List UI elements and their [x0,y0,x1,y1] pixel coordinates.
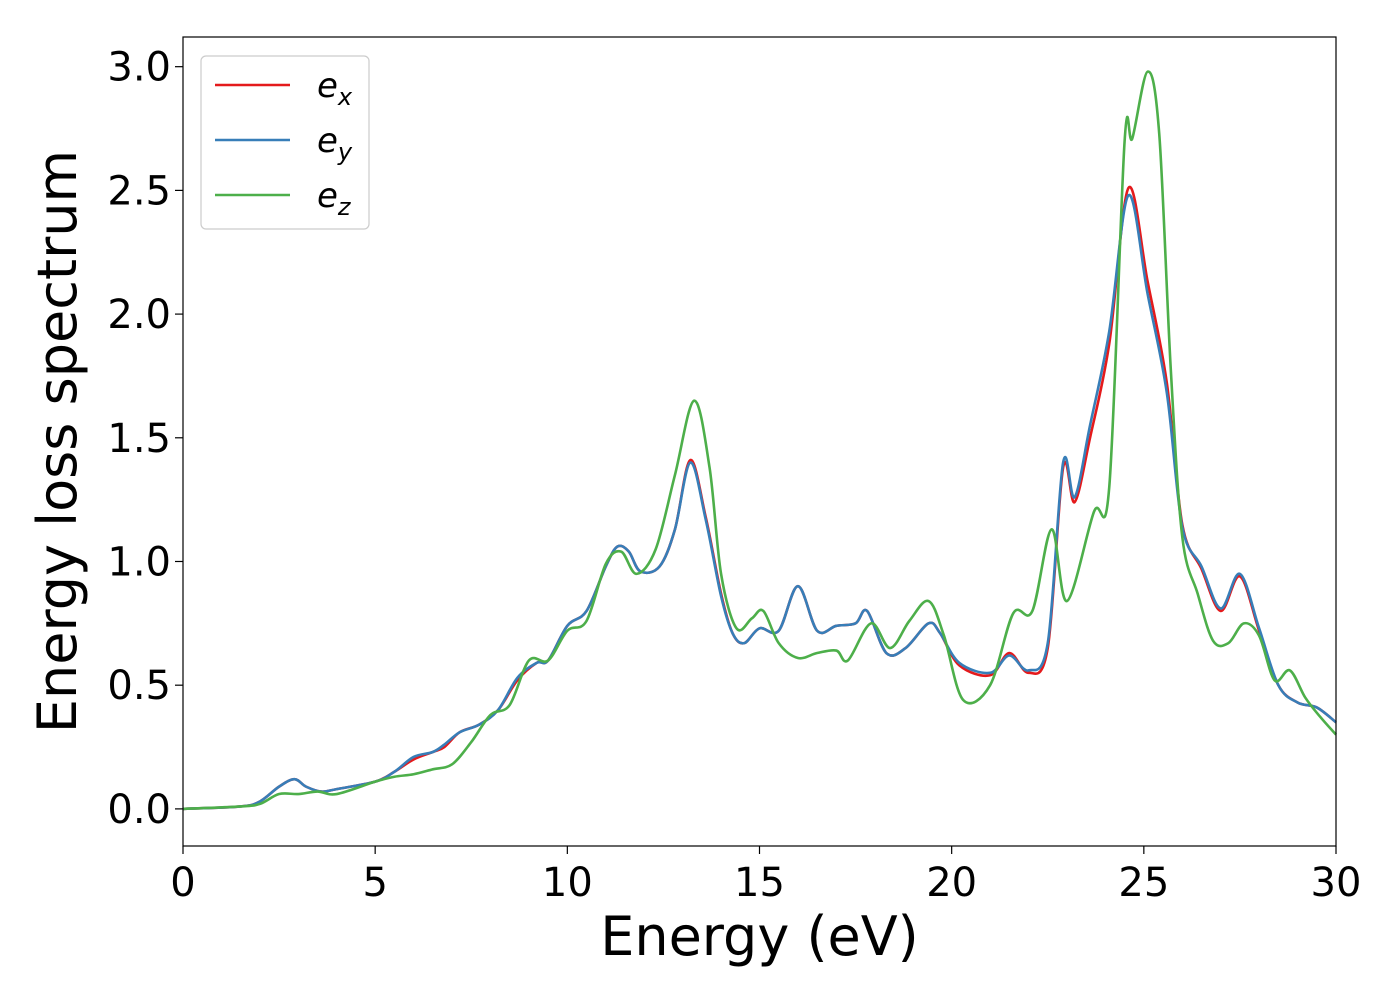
legend-label-x: ex [317,66,353,111]
series-line-e-x [182,185,1337,811]
legend-label-y: ey [317,121,353,166]
x-tick-label: 25 [1118,860,1169,906]
x-tick-label: 15 [734,860,785,906]
y-tick-label: 1.0 [107,539,171,585]
x-axis-ticks: 0 5 10 15 20 25 30 [170,846,1361,906]
x-tick-label: 10 [542,860,593,906]
y-axis-ticks: 0.0 0.5 1.0 1.5 2.0 2.5 3.0 [107,45,183,833]
x-tick-label: 30 [1311,860,1362,906]
x-tick-label: 20 [926,860,977,906]
x-tick-label: 5 [362,860,387,906]
y-tick-label: 2.0 [107,292,171,338]
y-tick-label: 3.0 [107,45,171,91]
legend-label-base: e [317,66,338,106]
y-tick-label: 2.5 [107,168,171,214]
series-line-e-z [182,70,1337,811]
legend-label-z: ez [317,176,352,221]
x-axis-label: Energy (eV) [600,905,919,968]
x-tick-label: 0 [170,860,195,906]
legend-label-base: e [317,176,338,216]
series-line-e-y [182,194,1337,811]
legend-label-subscript: x [337,83,353,111]
y-axis-label: Energy loss spectrum [26,150,89,733]
y-tick-label: 0.5 [107,663,171,709]
legend-label-subscript: z [337,193,352,221]
y-tick-label: 1.5 [107,416,171,462]
legend-label-base: e [317,121,338,161]
plot-series-group [182,70,1337,811]
legend-label-subscript: y [337,138,353,166]
y-tick-label: 0.0 [107,787,171,833]
legend-box [200,55,370,230]
